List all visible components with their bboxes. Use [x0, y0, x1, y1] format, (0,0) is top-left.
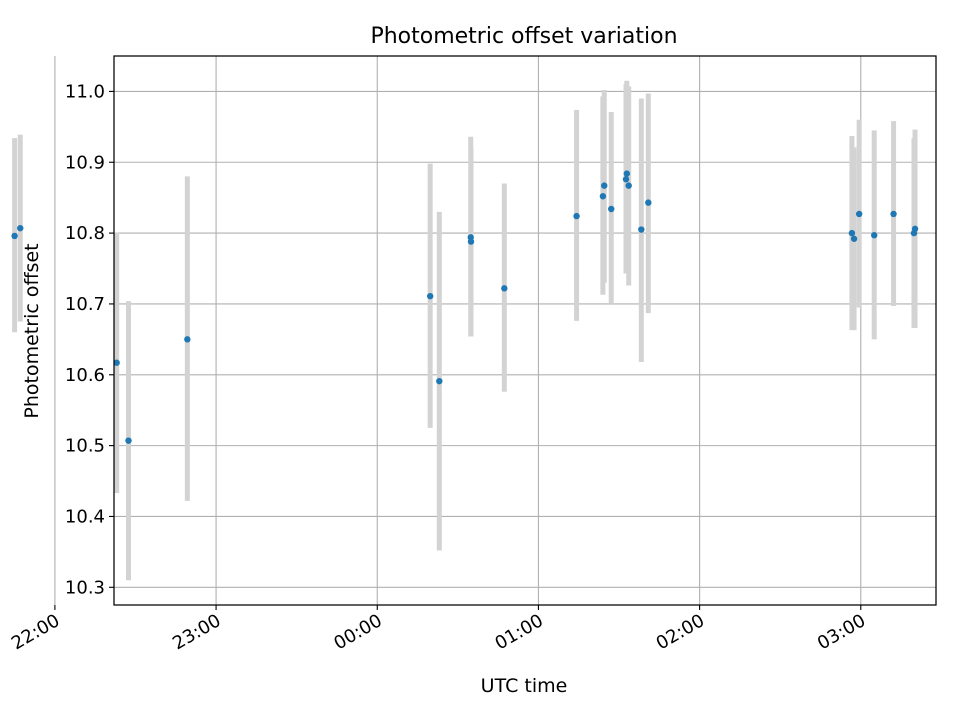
data-point	[850, 235, 858, 242]
data-point	[622, 176, 630, 183]
data-point	[911, 225, 919, 233]
data-point	[645, 199, 652, 206]
data-point	[184, 336, 191, 343]
y-tick-label: 10.7	[65, 294, 105, 315]
data-point	[625, 182, 632, 189]
x-axis-title: UTC time	[481, 675, 568, 697]
data-point	[623, 170, 631, 177]
data-point	[573, 212, 580, 220]
data-point	[426, 292, 434, 300]
y-tick-label: 10.8	[65, 223, 105, 244]
data-point	[125, 437, 132, 444]
data-point	[436, 377, 443, 385]
data-point	[467, 238, 475, 245]
data-point	[871, 232, 878, 239]
y-tick-label: 10.5	[65, 436, 105, 457]
data-point	[113, 359, 120, 366]
chart-title: Photometric offset variation	[370, 24, 677, 49]
data-point	[848, 229, 856, 237]
plot-frame	[113, 55, 937, 606]
y-tick-label: 10.9	[65, 152, 105, 173]
data-point	[855, 210, 863, 218]
data-point	[599, 193, 607, 200]
data-point	[638, 226, 645, 233]
y-tick-label: 10.6	[65, 365, 105, 386]
data-point	[17, 224, 24, 232]
y-axis-title: Photometric offset	[21, 243, 43, 418]
data-point	[608, 205, 615, 213]
data-points	[11, 170, 919, 444]
y-tick-label: 10.4	[65, 506, 105, 527]
y-tick-label: 10.3	[65, 577, 105, 598]
axis-ticks	[54, 90, 862, 610]
data-point	[890, 210, 897, 218]
data-point	[501, 285, 508, 292]
data-point	[11, 232, 18, 240]
data-point	[601, 182, 608, 189]
y-tick-label: 11.0	[65, 81, 105, 102]
